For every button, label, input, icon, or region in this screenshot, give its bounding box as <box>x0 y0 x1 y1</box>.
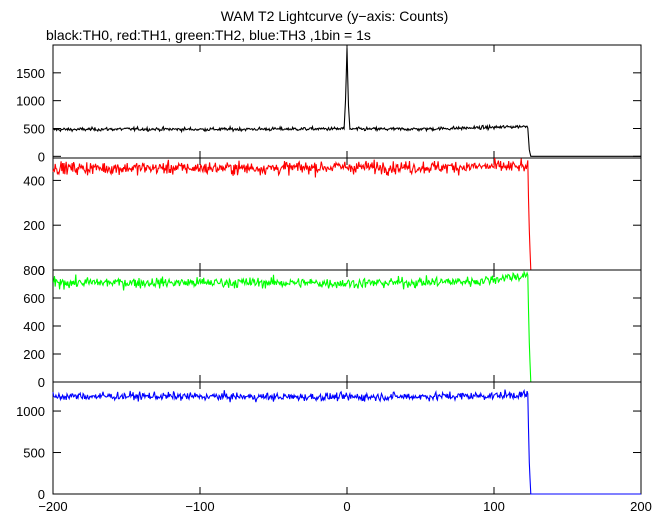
x-tick-label: 0 <box>343 499 350 514</box>
chart-subtitle: black:TH0, red:TH1, green:TH2, blue:TH3 … <box>46 27 371 43</box>
panel-frame <box>52 157 642 271</box>
x-tick-label: 200 <box>630 499 652 514</box>
panel-th1: 0 200 400 <box>23 157 642 278</box>
y-tick-label: 400 <box>23 173 45 188</box>
y-tick-label: 1000 <box>16 404 45 419</box>
panel-th2: 0 200 400 600 800 <box>23 263 642 390</box>
y-tick-label: 400 <box>23 319 45 334</box>
y-tick-label: 200 <box>23 347 45 362</box>
y-tick-label: 1000 <box>16 94 45 109</box>
y-tick-label: 600 <box>23 291 45 306</box>
y-tick-label: 1500 <box>16 66 45 81</box>
y-tick-label: 800 <box>23 263 45 278</box>
panel-th3: 0 500 1000 <box>16 381 642 502</box>
y-tick-label: 0 <box>38 487 45 502</box>
series-th0-line <box>52 47 641 157</box>
series-th2-line <box>53 270 641 383</box>
y-tick-label: 0 <box>38 149 45 164</box>
y-tick-label: 200 <box>23 218 45 233</box>
x-tick-label: −200 <box>38 499 67 514</box>
y-tick-label: 500 <box>23 446 45 461</box>
y-tick-label: 0 <box>38 263 45 278</box>
y-tick-label: 0 <box>38 375 45 390</box>
x-tick-label: −100 <box>185 499 214 514</box>
y-tick-label: 500 <box>23 121 45 136</box>
chart-title: WAM T2 Lightcurve (y−axis: Counts) <box>220 8 449 24</box>
x-tick-label: 100 <box>483 499 505 514</box>
series-th3-line <box>52 388 641 495</box>
panel-frame <box>52 269 642 383</box>
series-th1-line <box>52 157 641 271</box>
panel-th0: 0 500 1000 1500 <box>16 44 642 164</box>
